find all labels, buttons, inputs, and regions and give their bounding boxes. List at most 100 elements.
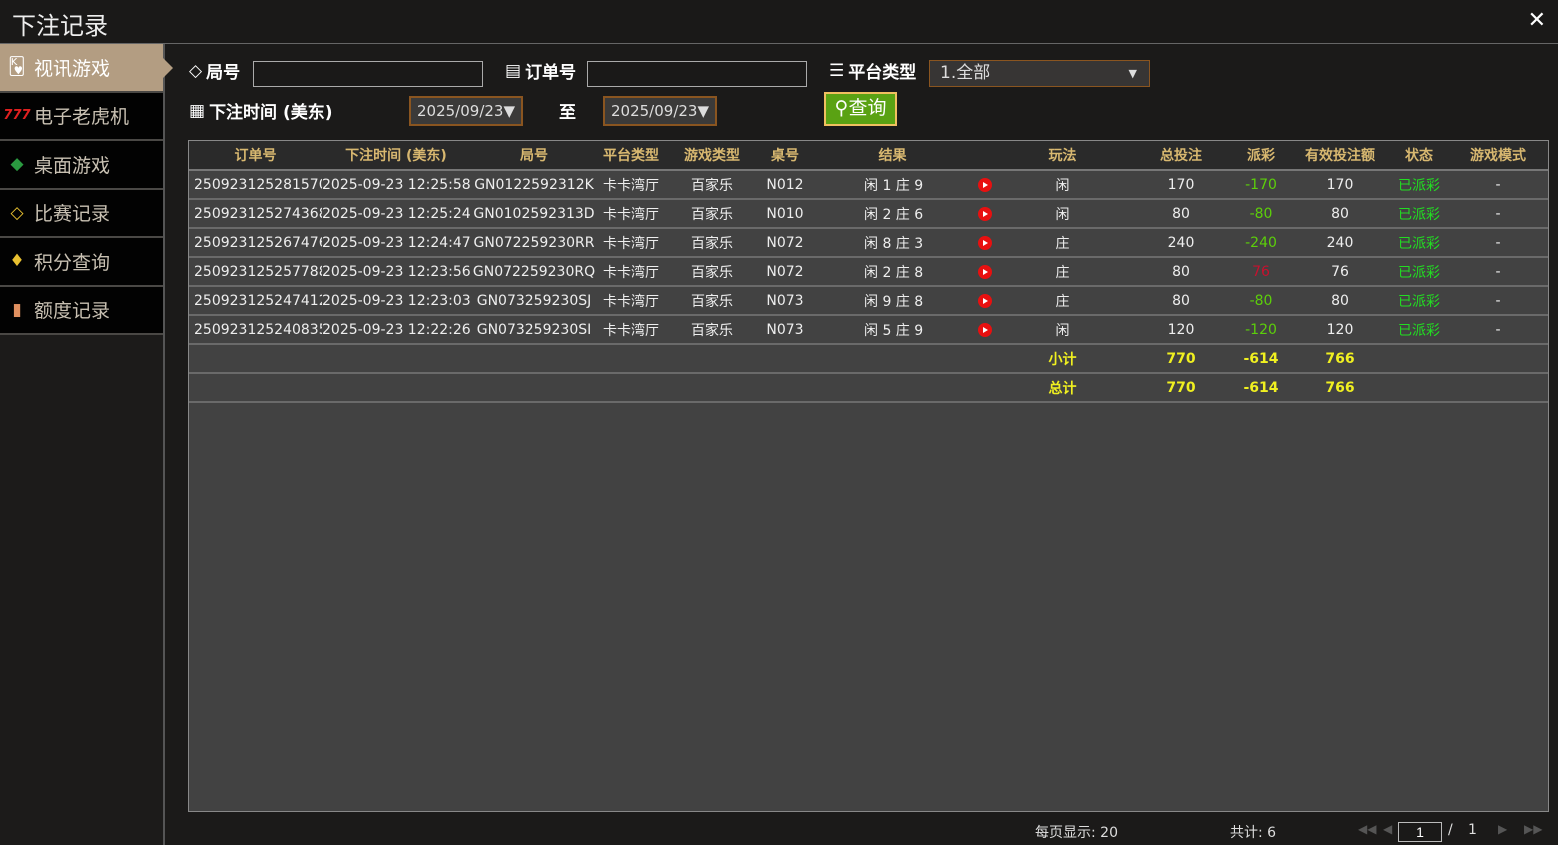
cell-replay[interactable] <box>975 315 995 345</box>
date-from-picker[interactable]: 2025/09/23▼ <box>409 96 523 126</box>
cell-valid-bet: 80 <box>1290 199 1390 229</box>
cell-status: 已派彩 <box>1390 170 1448 200</box>
sidebar-item-live-games[interactable]: 🂾 视讯游戏 <box>0 44 173 93</box>
cell-game-mode: - <box>1448 199 1548 229</box>
last-page-icon[interactable]: ▶▶ <box>1524 822 1543 836</box>
cell-result: 闲 2 庄 6 <box>810 199 975 229</box>
sidebar-item-label: 桌面游戏 <box>34 154 111 177</box>
sidebar-item-label: 视讯游戏 <box>34 57 111 80</box>
platform-select-value: 1.全部 <box>940 63 991 83</box>
platform-label: ☰ 平台类型 <box>829 58 916 84</box>
cell-status: 已派彩 <box>1390 257 1448 287</box>
ticket-icon: ◇ <box>10 202 24 223</box>
cell-replay[interactable] <box>975 199 995 229</box>
header-round-no: 局号 <box>470 141 598 171</box>
cell-bet-type: 闲 <box>995 315 1130 345</box>
playing-cards-icon: 🂾 <box>8 57 26 78</box>
sidebar-item-credit-records[interactable]: ▮ 额度记录 <box>0 286 163 335</box>
order-label: ▤ 订单号 <box>505 58 577 84</box>
header-bet-type: 玩法 <box>995 141 1130 171</box>
order-input[interactable] <box>587 61 807 87</box>
document-icon: ▮ <box>12 299 22 320</box>
first-page-icon[interactable]: ◀◀ <box>1358 822 1377 836</box>
cell-game-mode: - <box>1448 257 1548 287</box>
sidebar-item-points[interactable]: ♦ 积分查询 <box>0 238 163 287</box>
total-row: 总计 770 -614 766 <box>189 373 1548 403</box>
cell-total-bet: 80 <box>1130 257 1232 287</box>
subtotal-payout: -614 <box>1232 344 1290 374</box>
next-page-icon[interactable]: ▶ <box>1498 822 1508 836</box>
cell-game-type: 百家乐 <box>664 199 760 229</box>
cell-bet-type: 庄 <box>995 257 1130 287</box>
table-row: 250923125257788 2025-09-23 12:23:56 GN0722… <box>189 257 1548 287</box>
cell-bet-time: 2025-09-23 12:23:56 <box>322 257 470 287</box>
cell-result: 闲 9 庄 8 <box>810 286 975 316</box>
page-number-input[interactable] <box>1398 822 1442 842</box>
cell-replay[interactable] <box>975 286 995 316</box>
cell-bet-type: 庄 <box>995 286 1130 316</box>
total-count-label: 共计: 6 <box>1230 825 1277 841</box>
cell-bet-type: 庄 <box>995 228 1130 258</box>
sidebar-item-match-records[interactable]: ◇ 比赛记录 <box>0 189 163 238</box>
table-header-row: 订单号 下注时间 (美东) 局号 平台类型 游戏类型 桌号 结果 玩法 总投注 派彩 有效投注额 状态… <box>189 141 1548 171</box>
round-input[interactable] <box>253 61 483 87</box>
cell-replay[interactable] <box>975 170 995 200</box>
cell-order-no: 250923125247412 <box>189 286 322 316</box>
cell-platform: 卡卡湾厅 <box>598 228 664 258</box>
sidebar-item-table-games[interactable]: ◆ 桌面游戏 <box>0 141 163 190</box>
sidebar-item-label: 额度记录 <box>34 300 111 323</box>
platform-select[interactable]: 1.全部 ▼ <box>929 60 1150 87</box>
subtotal-label: 小计 <box>995 344 1130 374</box>
cell-valid-bet: 170 <box>1290 170 1390 200</box>
sidebar-item-slots[interactable]: 777 电子老虎机 <box>0 92 163 141</box>
cell-valid-bet: 76 <box>1290 257 1390 287</box>
cell-payout: -80 <box>1232 199 1290 229</box>
cell-platform: 卡卡湾厅 <box>598 286 664 316</box>
cell-result: 闲 2 庄 8 <box>810 257 975 287</box>
play-replay-icon[interactable] <box>978 206 992 221</box>
header-status: 状态 <box>1390 141 1448 171</box>
cell-status: 已派彩 <box>1390 286 1448 316</box>
query-button[interactable]: ⚲查询 <box>824 92 897 126</box>
cell-replay[interactable] <box>975 257 995 287</box>
total-pages: 1 <box>1468 822 1477 838</box>
cell-round-no: GN072259230RQ <box>470 257 598 287</box>
order-label-text: 订单号 <box>525 63 577 83</box>
prev-page-icon[interactable]: ◀ <box>1383 822 1393 836</box>
cell-payout: -120 <box>1232 315 1290 345</box>
header-game-mode: 游戏模式 <box>1448 141 1548 171</box>
cell-result: 闲 1 庄 9 <box>810 170 975 200</box>
cell-game-mode: - <box>1448 315 1548 345</box>
round-label: ◇ 局号 <box>189 58 241 84</box>
sidebar-item-label: 电子老虎机 <box>34 106 130 129</box>
play-replay-icon[interactable] <box>978 322 992 337</box>
cell-order-no: 250923125257788 <box>189 257 322 287</box>
header-replay <box>975 141 995 171</box>
table-row: 250923125240835 2025-09-23 12:22:26 GN0732… <box>189 315 1548 345</box>
cell-round-no: GN073259230SI <box>470 315 598 345</box>
cell-game-type: 百家乐 <box>664 315 760 345</box>
sidebar: 🂾 视讯游戏 777 电子老虎机 ◆ 桌面游戏 ◇ 比赛记录 ♦ 积分查询 ▮ 额度记录 <box>0 44 173 845</box>
cell-replay[interactable] <box>975 228 995 258</box>
round-label-text: 局号 <box>206 63 241 83</box>
cell-table-no: N012 <box>760 170 810 200</box>
sidebar-item-label: 积分查询 <box>34 251 111 274</box>
cell-platform: 卡卡湾厅 <box>598 257 664 287</box>
cell-game-mode: - <box>1448 170 1548 200</box>
header-bet-time: 下注时间 (美东) <box>322 141 470 171</box>
date-to-picker[interactable]: 2025/09/23▼ <box>603 96 717 126</box>
close-icon[interactable]: ✕ <box>1527 8 1546 33</box>
window-title: 下注记录 <box>12 12 108 40</box>
title-bar: 下注记录 ✕ <box>0 0 1558 44</box>
play-replay-icon[interactable] <box>978 293 992 308</box>
cell-status: 已派彩 <box>1390 315 1448 345</box>
cell-table-no: N072 <box>760 228 810 258</box>
play-replay-icon[interactable] <box>978 235 992 250</box>
cell-bet-type: 闲 <box>995 170 1130 200</box>
cell-status: 已派彩 <box>1390 199 1448 229</box>
cell-game-type: 百家乐 <box>664 228 760 258</box>
diamond-icon: ♦ <box>9 251 25 272</box>
play-replay-icon[interactable] <box>978 177 992 192</box>
play-replay-icon[interactable] <box>978 264 992 279</box>
cell-game-type: 百家乐 <box>664 257 760 287</box>
